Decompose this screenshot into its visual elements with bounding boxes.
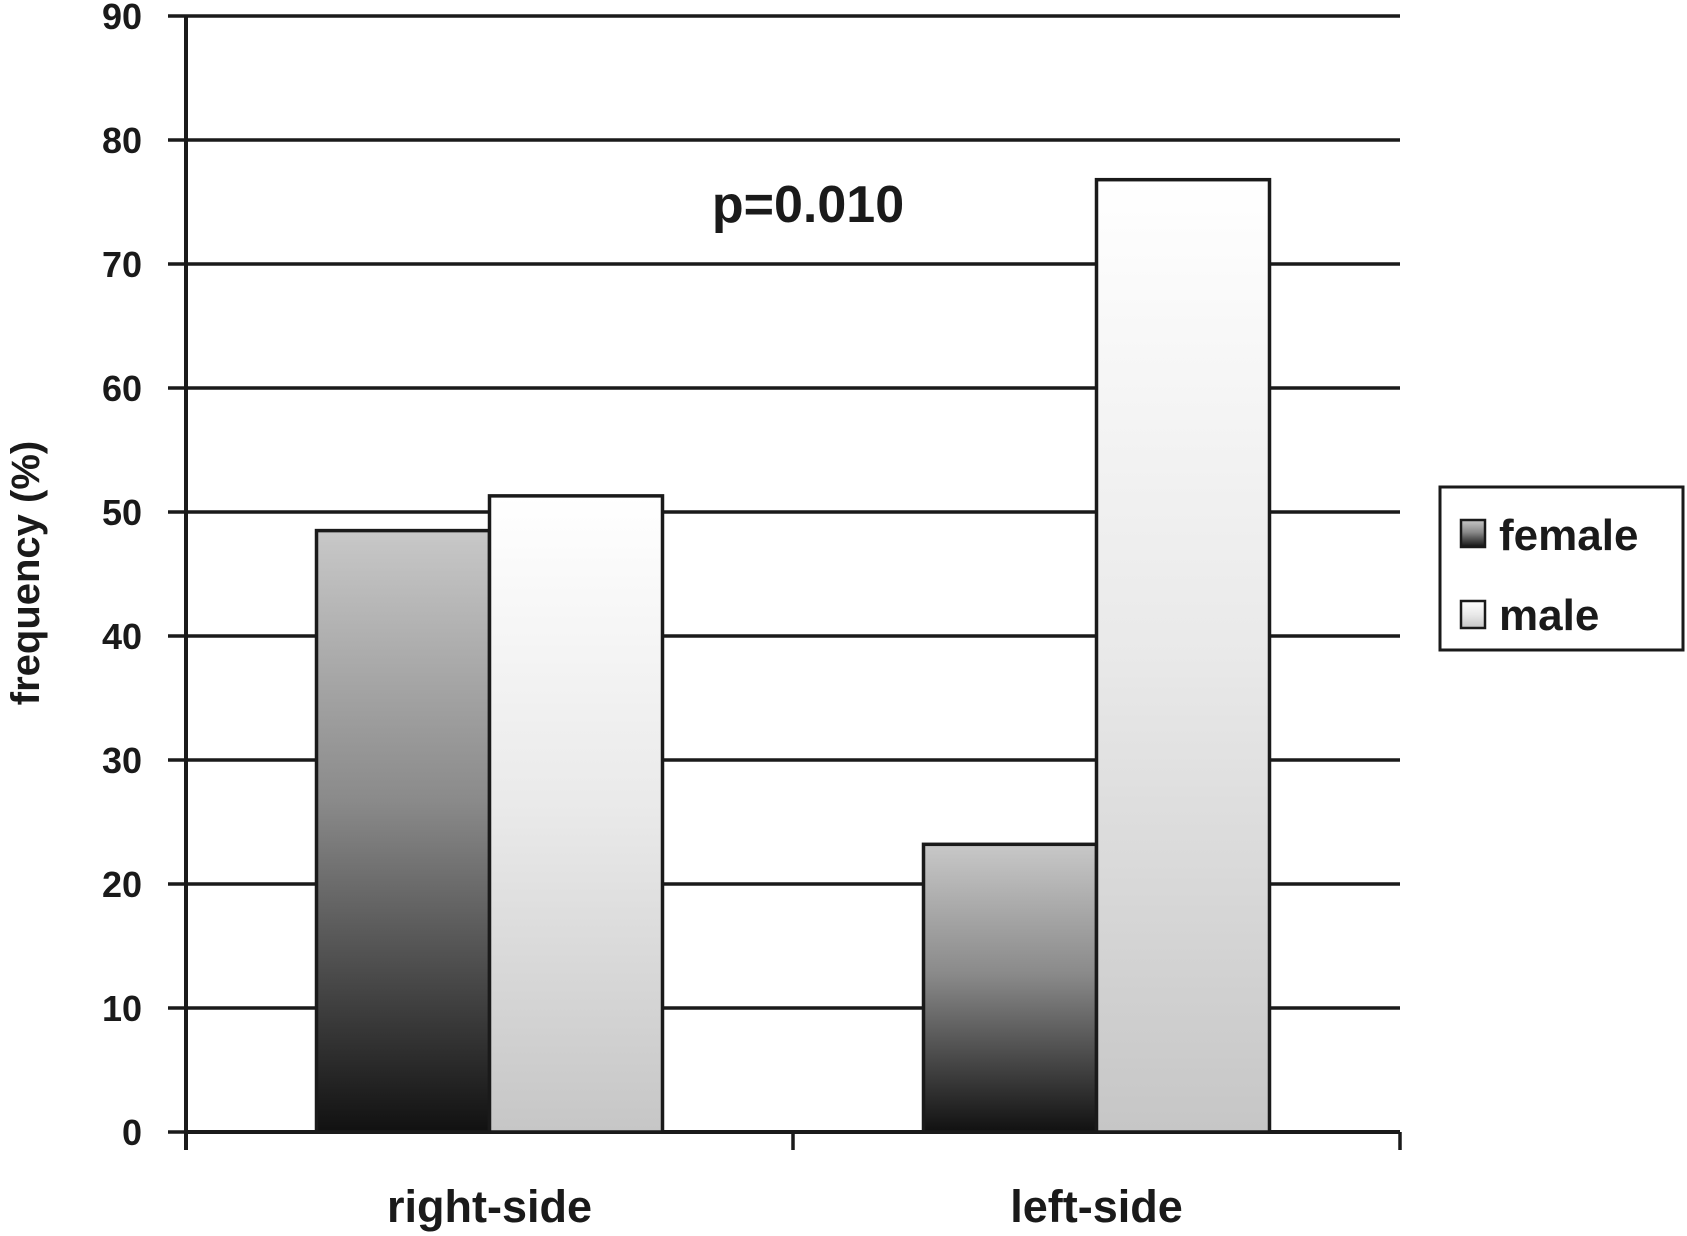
y-tick-label: 30: [102, 740, 142, 781]
legend-label-male: male: [1499, 591, 1599, 640]
y-axis-title: frequency (%): [4, 441, 48, 706]
x-category-label: right-side: [387, 1181, 592, 1232]
legend-swatch-male: [1459, 599, 1487, 630]
bar-female-right-side: [314, 528, 492, 1134]
p-value-annotation: p=0.010: [712, 176, 904, 234]
x-category-label: left-side: [1010, 1181, 1183, 1232]
bar-female-left-side: [921, 842, 1099, 1134]
y-tick-label: 0: [122, 1112, 142, 1153]
bar-male-right-side: [487, 494, 665, 1134]
y-tick-label: 80: [102, 120, 142, 161]
y-tick-label: 50: [102, 492, 142, 533]
legend-swatch-female: [1459, 518, 1487, 549]
y-tick-label: 60: [102, 368, 142, 409]
bars: [314, 177, 1272, 1134]
y-tick-label: 20: [102, 864, 142, 905]
y-tick-label: 40: [102, 616, 142, 657]
y-tick-label: 10: [102, 988, 142, 1029]
tick-labels: 0 10 20 30 40 50 60 70 80 90 right-side left-side: [102, 0, 1183, 1232]
y-tick-label: 90: [102, 0, 142, 37]
bar-male-left-side: [1094, 177, 1272, 1134]
legend-label-female: female: [1499, 511, 1638, 560]
y-tick-label: 70: [102, 244, 142, 285]
legend: female male: [1438, 485, 1685, 652]
